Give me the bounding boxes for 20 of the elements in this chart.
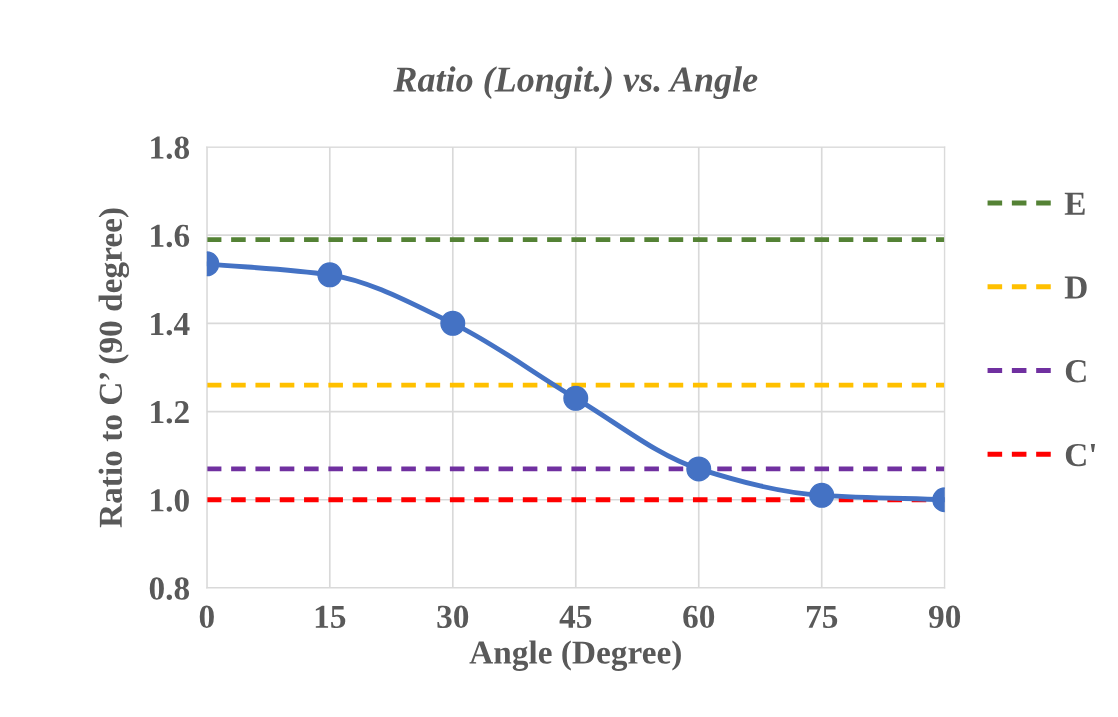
x-tick-label: 45 [559,605,592,629]
legend-label: D [1064,276,1087,299]
y-tick-label: 1.8 [151,136,190,160]
x-tick-label: 90 [928,605,961,629]
x-axis-title: Angle (Degree) [469,640,681,671]
y-tick-label: 1.2 [151,401,189,424]
legend-label: C' [1065,443,1096,467]
x-tick-label: 0 [199,605,214,629]
y-tick-label: 1.4 [151,312,190,336]
x-tick-label: 15 [315,605,346,629]
legend-label: C [1065,360,1086,383]
y-axis-title: Ratio to C’ (90 degree) [98,208,130,528]
y-tick-label: 0.8 [149,577,190,600]
x-tick-label: 30 [437,605,469,629]
legend-label: E [1064,192,1085,215]
x-tick-label: 60 [683,605,715,629]
x-tick-label: 75 [806,605,838,629]
y-tick-label: 1.0 [151,489,189,512]
chart-title: Ratio (Longit.) vs. Angle [393,66,758,100]
y-tick-label: 1.6 [151,224,190,248]
